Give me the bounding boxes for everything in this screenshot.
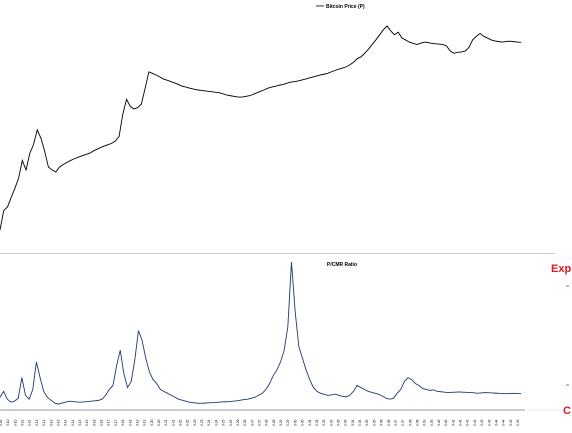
tick-label: 9-34 [358,419,362,426]
tick-label: 3-32 [322,419,326,426]
tick-label: 9-25 [229,419,233,426]
legend-label: Bitcoin Price (P) [326,4,365,10]
tick-label: 9-26 [243,419,247,426]
ratio-series-line [0,261,522,405]
tick-label: 3-26 [236,419,240,426]
tick-label: 9-38 [415,419,419,426]
tick-label: 3-38 [408,419,412,426]
tick-label: 3-33 [336,419,340,426]
tick-label: 9-19 [143,419,147,426]
tick-label: 9-29 [286,419,290,426]
tick-label: 9-42 [473,419,477,426]
tick-label: 9-37 [401,419,405,426]
tick-label: 3-30 [293,419,297,426]
tick-label: 9-24 [214,419,218,426]
tick-label: 9-15 [85,419,89,426]
price-panel: Bitcoin Price (P) [0,4,522,231]
tick-label: 3-15 [78,419,82,426]
tick-label: 3-43 [480,419,484,426]
tick-label: 3-34 [351,419,355,426]
tick-label: 9-28 [272,419,276,426]
ratio-panel: P/CMR Ratio 9-09 3-10 9-10 3-11 9-11 3-12 9-12… [0,261,571,426]
tick-label: 9-27 [258,419,262,426]
tick-label: 3-13 [49,419,53,426]
tick-label: 3-10 [6,419,10,426]
tick-label: 3-21 [164,419,168,426]
tick-label: 9-45 [516,419,520,426]
tick-label: 9-35 [372,419,376,426]
tick-label: 3-41 [451,419,455,426]
tick-label: 3-22 [179,419,183,426]
tick-label: 3-24 [207,419,211,426]
tick-label: 3-18 [121,419,125,426]
price-series-line [0,25,522,231]
tick-label: 9-31 [315,419,319,426]
tick-label: 3-35 [365,419,369,426]
ratio-panel-title: P/CMR Ratio [327,262,357,268]
tick-label: 9-32 [329,419,333,426]
tick-label: 9-22 [186,419,190,426]
tick-label: 3-23 [193,419,197,426]
tick-label: 9-44 [502,419,506,426]
ratio-tick-labels: 9-09 3-10 9-10 3-11 9-11 3-12 9-12 3-13 9-13 3-14… [0,419,520,426]
tick-label: 9-41 [459,419,463,426]
tick-label: 9-40 [444,419,448,426]
tick-label: 9-10 [13,419,17,426]
tick-label: 9-13 [56,419,60,426]
tick-label: 9-20 [157,419,161,426]
tick-label: 3-17 [107,419,111,426]
tick-label: 9-23 [200,419,204,426]
tick-label: 3-29 [279,419,283,426]
tick-label: 3-16 [92,419,96,426]
tick-label: 9-16 [100,419,104,426]
tick-label: 3-19 [135,419,139,426]
side-label-top: Exp [551,263,571,275]
tick-label: 3-27 [250,419,254,426]
tick-label: 3-25 [222,419,226,426]
tick-label: 3-45 [509,419,513,426]
tick-label: 9-43 [487,419,491,426]
tick-label: 3-37 [394,419,398,426]
side-label-bottom: C [563,405,571,417]
tick-label: 3-42 [466,419,470,426]
tick-label: 3-31 [308,419,312,426]
tick-label: 9-12 [42,419,46,426]
tick-label: 9-09 [0,419,3,426]
tick-label: 3-28 [265,419,269,426]
tick-label: 3-36 [380,419,384,426]
tick-label: 9-33 [344,419,348,426]
tick-label: 9-17 [114,419,118,426]
tick-label: 9-21 [171,419,175,426]
tick-label: 3-20 [150,419,154,426]
tick-label: 9-18 [128,419,132,426]
tick-label: 3-11 [21,420,25,426]
tick-label: 3-39 [423,419,427,426]
tick-label: 3-12 [35,419,39,426]
tick-label: 3-44 [494,419,498,426]
tick-label: 9-39 [430,419,434,426]
tick-label: 3-14 [64,419,68,426]
tick-label: 9-36 [387,419,391,426]
tick-label: 9-30 [301,419,305,426]
tick-label: 9-14 [71,419,75,426]
tick-label: 9-11 [28,420,32,426]
tick-label: 3-40 [437,419,441,426]
